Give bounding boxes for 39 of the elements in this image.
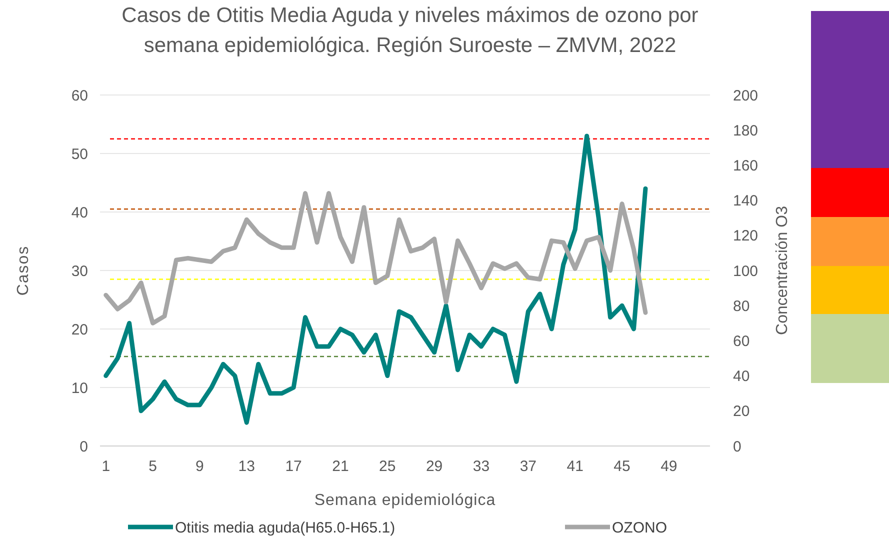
x-tick-label: 9 <box>196 458 204 475</box>
legend-label: Otitis media aguda(H65.0-H65.1) <box>175 519 396 536</box>
y2-tick-label: 0 <box>733 438 742 456</box>
x-tick-label: 37 <box>520 458 537 475</box>
line-series <box>104 191 648 326</box>
y-tick-label: 50 <box>71 146 88 163</box>
x-tick-label: 25 <box>379 458 396 475</box>
line-series <box>104 134 648 425</box>
legend-label: OZONO <box>612 519 667 536</box>
y-tick-label: 60 <box>71 87 88 104</box>
y-tick-label: 0 <box>80 438 88 456</box>
x-tick-label: 29 <box>426 458 443 475</box>
y2-tick-label: 60 <box>733 332 750 350</box>
y2-tick-label: 80 <box>733 298 750 315</box>
x-tick-label: 13 <box>238 458 255 475</box>
x-tick-label: 1 <box>102 458 110 475</box>
y-axis-title: Casos <box>15 245 32 296</box>
y-tick-label: 30 <box>71 262 88 280</box>
y2-tick-label: 20 <box>733 403 750 420</box>
y2-axis-title: Concentración O3 <box>774 206 791 335</box>
y-tick-label: 40 <box>71 204 88 222</box>
y2-tick-label: 200 <box>733 87 758 104</box>
x-axis-title: Semana epidemiológica <box>314 492 496 509</box>
x-tick-label: 45 <box>614 458 630 475</box>
y2-tick-label: 180 <box>733 122 758 140</box>
x-tick-label: 41 <box>566 458 584 475</box>
y2-tick-label: 100 <box>733 262 758 280</box>
x-tick-label: 17 <box>285 458 302 475</box>
y-tick-label: 10 <box>71 380 88 397</box>
x-tick-label: 5 <box>148 458 157 475</box>
x-tick-label: 33 <box>472 458 490 475</box>
x-tick-label: 21 <box>332 458 349 475</box>
y-tick-label: 20 <box>71 321 88 338</box>
y2-tick-label: 160 <box>733 157 758 174</box>
y2-tick-label: 120 <box>733 228 758 245</box>
y2-tick-label: 140 <box>733 192 758 210</box>
y2-tick-label: 40 <box>733 368 750 386</box>
chart-title: Casos de Otitis Media Aguda y niveles máximos de ozono por semana epidemiológica. Región Suroeste – ZMVM, 2022 <box>122 4 698 57</box>
x-tick-label: 49 <box>660 458 678 475</box>
